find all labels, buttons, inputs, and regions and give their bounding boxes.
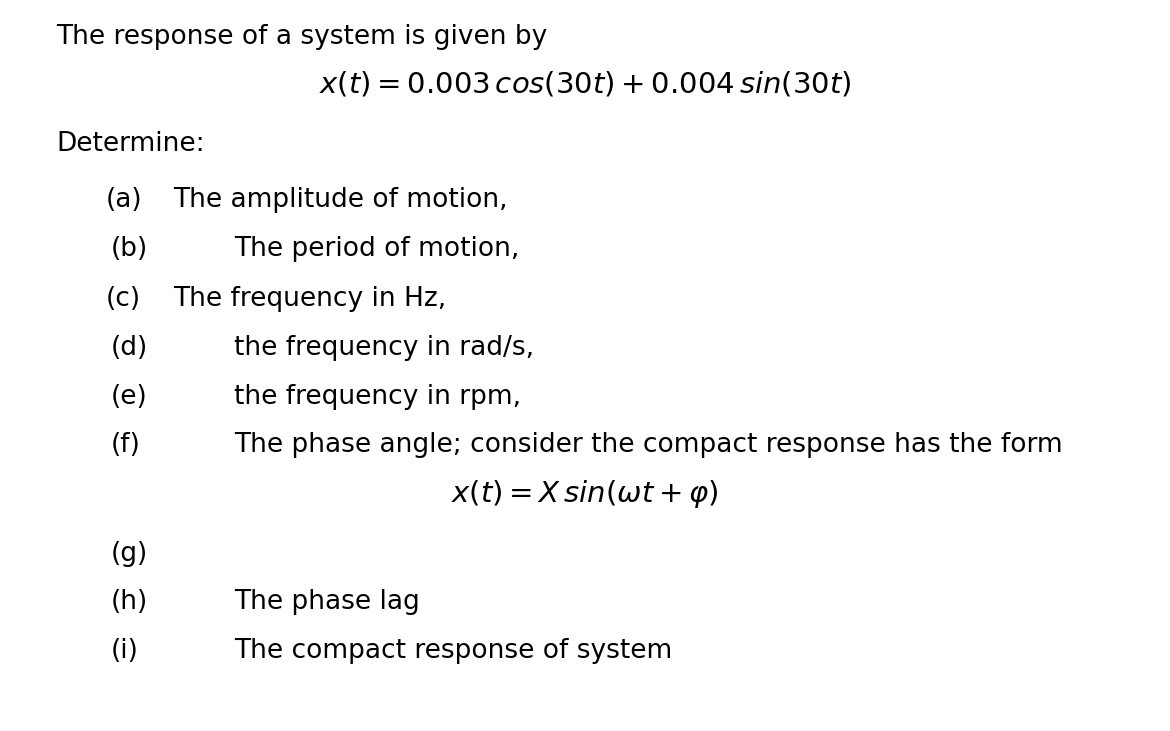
Text: (g): (g) <box>111 541 149 567</box>
Text: $x(t) = X\,sin(\omega t + \varphi)$: $x(t) = X\,sin(\omega t + \varphi)$ <box>452 478 718 510</box>
Text: (f): (f) <box>111 433 142 458</box>
Text: (b): (b) <box>111 236 149 262</box>
Text: (d): (d) <box>111 335 149 360</box>
Text: The compact response of system: The compact response of system <box>234 638 673 664</box>
Text: The period of motion,: The period of motion, <box>234 236 519 262</box>
Text: (i): (i) <box>111 638 139 664</box>
Text: The phase angle; consider the compact response has the form: The phase angle; consider the compact re… <box>234 433 1062 458</box>
Text: The phase lag: The phase lag <box>234 589 420 615</box>
Text: the frequency in rad/s,: the frequency in rad/s, <box>234 335 535 360</box>
Text: Determine:: Determine: <box>56 132 205 157</box>
Text: (h): (h) <box>111 589 149 615</box>
Text: The response of a system is given by: The response of a system is given by <box>56 24 548 50</box>
Text: The amplitude of motion,: The amplitude of motion, <box>173 187 508 213</box>
Text: (c): (c) <box>105 286 140 311</box>
Text: The frequency in Hz,: The frequency in Hz, <box>173 286 447 311</box>
Text: (e): (e) <box>111 384 147 409</box>
Text: the frequency in rpm,: the frequency in rpm, <box>234 384 521 409</box>
Text: (a): (a) <box>105 187 142 213</box>
Text: $x(t) = 0.003\,cos(30t) + 0.004\,sin(30t)$: $x(t) = 0.003\,cos(30t) + 0.004\,sin(30t… <box>318 70 852 99</box>
